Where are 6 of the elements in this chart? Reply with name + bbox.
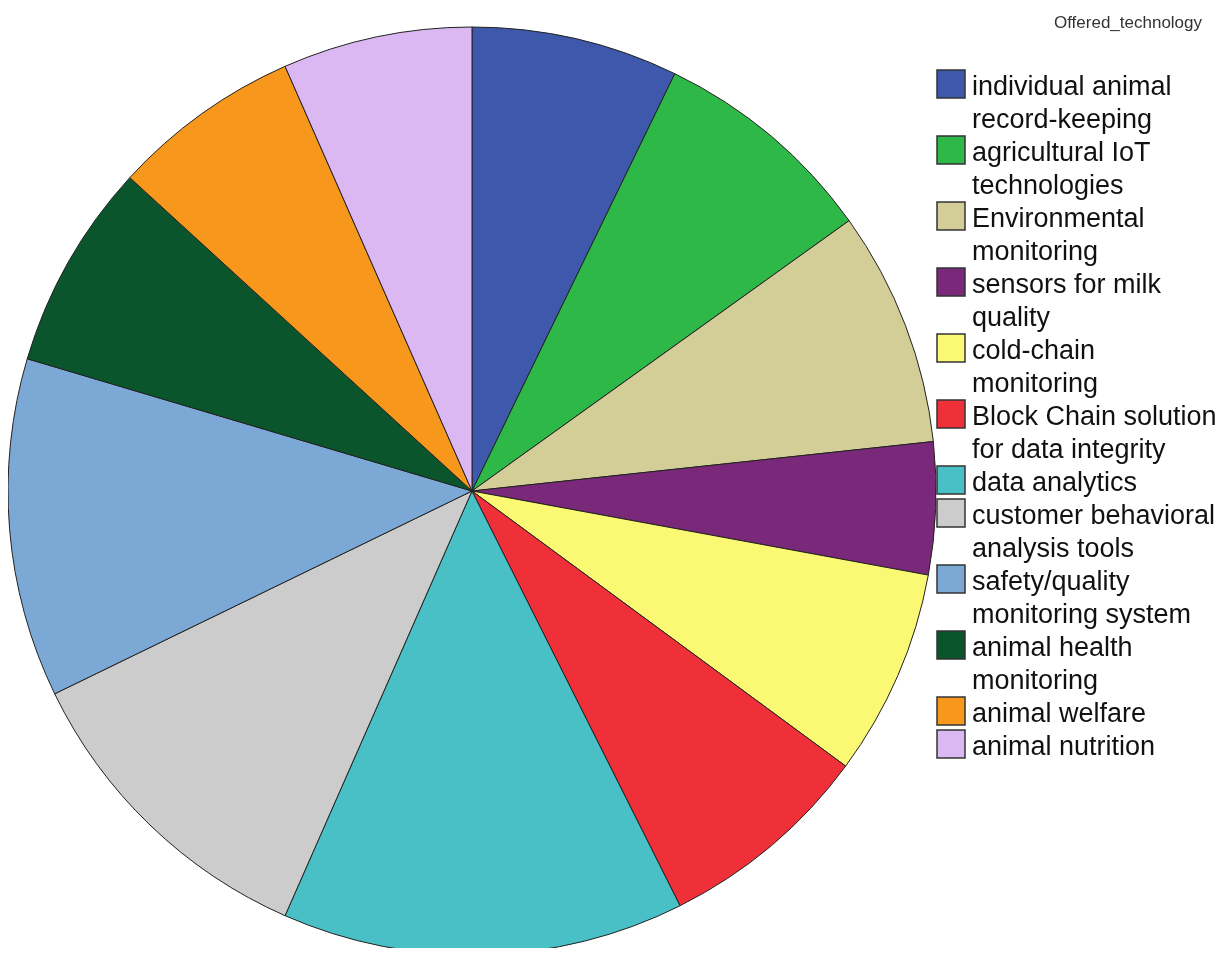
legend-label: data analytics (972, 467, 1138, 498)
legend-label: animal nutrition (972, 731, 1156, 762)
legend-label: agricultural IoT technologies (972, 137, 1151, 201)
legend-label: cold-chain monitoring (972, 335, 1099, 399)
legend-label: animal welfare (972, 698, 1147, 729)
legend-title: Offered_technology (1053, 13, 1203, 32)
